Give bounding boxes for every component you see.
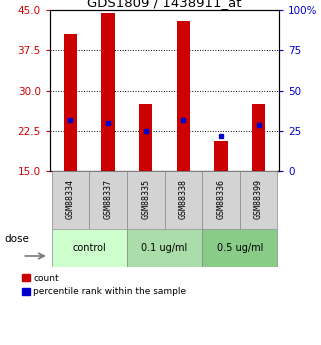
Text: dose: dose [4,234,29,244]
Text: GSM88334: GSM88334 [66,179,75,219]
Title: GDS1809 / 1438911_at: GDS1809 / 1438911_at [87,0,242,9]
Bar [139,104,152,171]
Bar [64,34,77,171]
Text: control: control [73,244,106,253]
Text: 0.5 ug/ml: 0.5 ug/ml [217,244,263,253]
Bar [52,171,89,229]
Bar [101,13,115,171]
Bar [177,21,190,171]
Text: GSM88337: GSM88337 [104,179,113,219]
Text: GSM88335: GSM88335 [141,179,150,219]
Bar [52,229,127,267]
Bar [202,229,277,267]
Bar [252,104,265,171]
Text: GSM88336: GSM88336 [216,179,225,219]
Legend: count, percentile rank within the sample: count, percentile rank within the sample [21,272,188,298]
Bar [164,171,202,229]
Bar [202,171,240,229]
Bar [127,229,202,267]
Bar [214,141,228,171]
Text: 0.1 ug/ml: 0.1 ug/ml [141,244,188,253]
Text: GSM88399: GSM88399 [254,179,263,219]
Text: GSM88338: GSM88338 [179,179,188,219]
Bar [89,171,127,229]
Bar [127,171,164,229]
Bar [240,171,277,229]
